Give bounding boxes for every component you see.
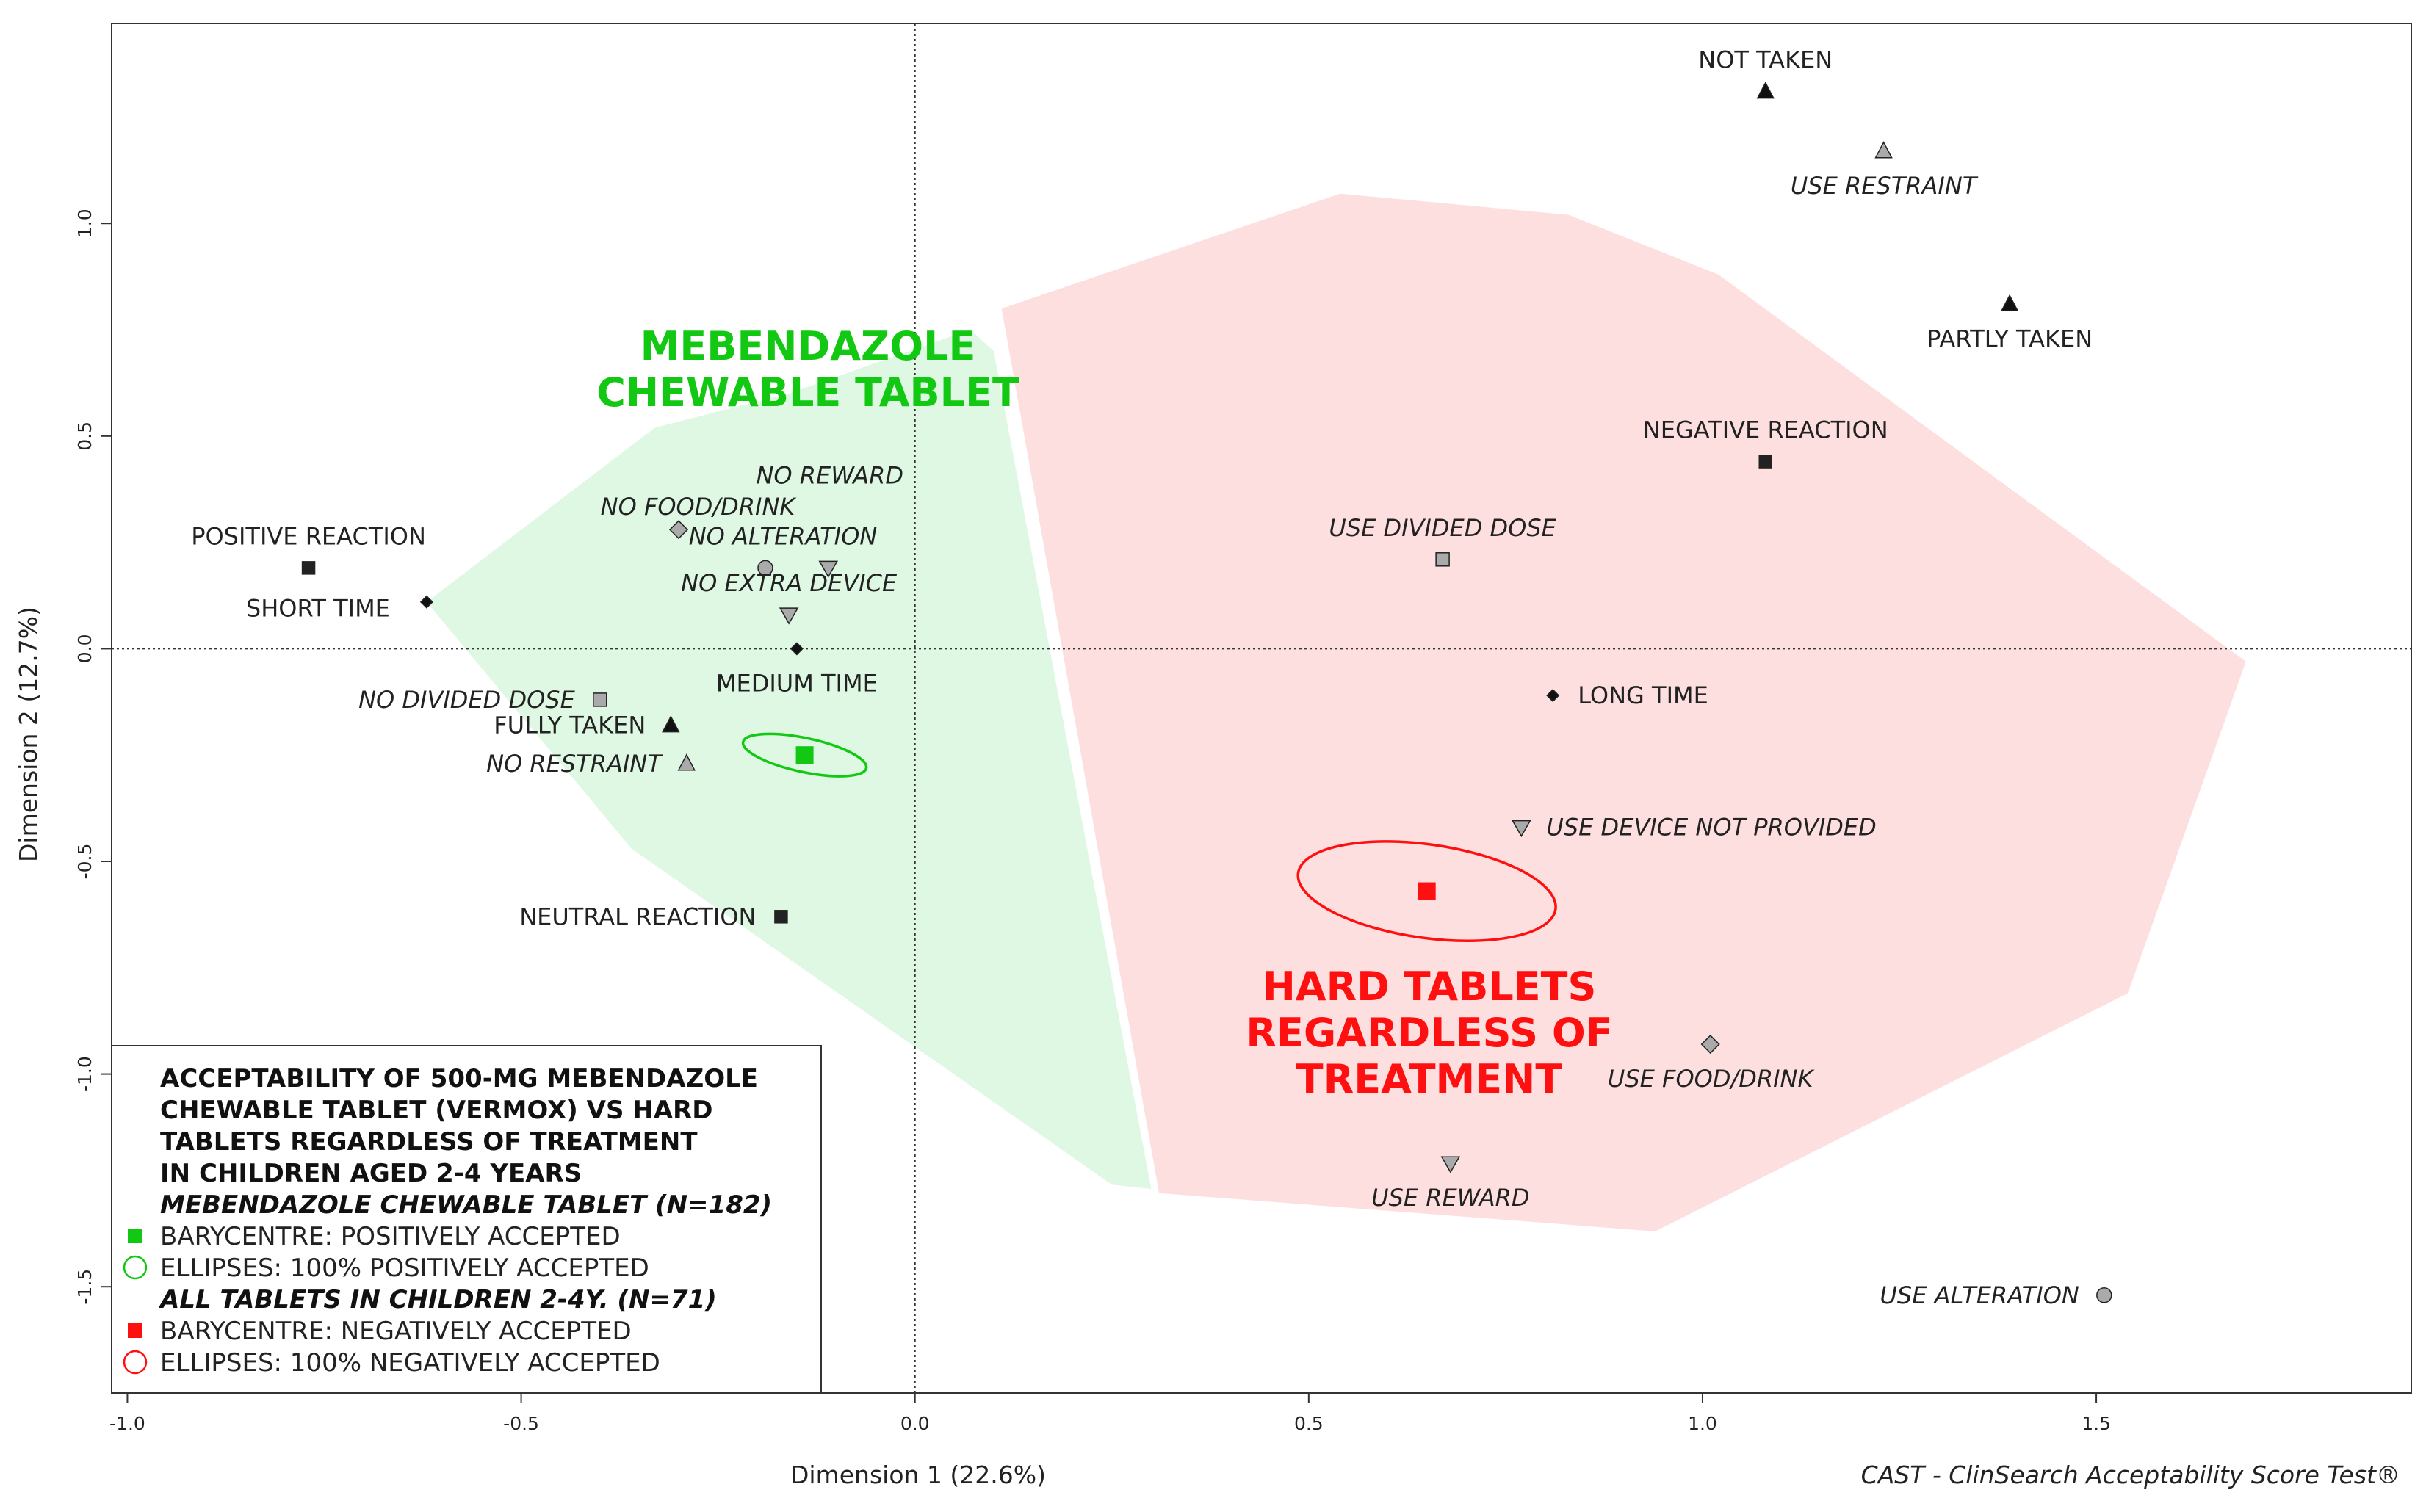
marker-long-time	[1546, 689, 1560, 703]
marker-negative-reaction	[1758, 455, 1772, 469]
legend: ACCEPTABILITY OF 500-MG MEBENDAZOLE CHEWA…	[111, 1045, 822, 1394]
regions-layer	[426, 193, 2246, 1231]
legend-group1-title: MEBENDAZOLE CHEWABLE TABLET (N=182)	[160, 1190, 772, 1220]
region-label-red-line: TREATMENT	[1296, 1056, 1563, 1102]
region-hull-red	[1001, 193, 2246, 1231]
label-use-device-not-provided: USE DEVICE NOT PROVIDED	[1546, 814, 1876, 842]
marker-use-alteration	[2096, 1287, 2112, 1303]
y-tick-label: 0.0	[74, 634, 95, 664]
label-no-reward: NO REWARD	[756, 461, 903, 489]
label-no-restraint: NO RESTRAINT	[486, 750, 663, 778]
label-long-time: LONG TIME	[1578, 681, 1708, 709]
marker-no-food-drink	[668, 520, 689, 540]
marker-short-time	[419, 595, 433, 609]
x-axis-title: Dimension 1 (22.6%)	[790, 1461, 1046, 1489]
label-medium-time: MEDIUM TIME	[716, 669, 878, 697]
marker-medium-time	[790, 642, 804, 656]
label-use-alteration: USE ALTERATION	[1880, 1281, 2079, 1309]
label-no-food-drink: NO FOOD/DRINK	[601, 493, 798, 521]
marker-use-reward	[1440, 1156, 1461, 1173]
label-use-food-drink: USE FOOD/DRINK	[1608, 1065, 1816, 1093]
ellipses-layer	[741, 732, 1557, 943]
marker-no-restraint	[677, 753, 696, 771]
legend-red-barycentre-label: BARYCENTRE: NEGATIVELY ACCEPTED	[160, 1317, 632, 1346]
x-tick-label: 1.5	[2082, 1413, 2111, 1434]
label-positive-reaction: POSITIVE REACTION	[191, 522, 426, 550]
ellipse-red	[1296, 840, 1557, 943]
marker-positive-reaction	[301, 561, 316, 575]
legend-group2-title: ALL TABLETS IN CHILDREN 2-4Y. (N=71)	[158, 1285, 717, 1314]
footer-credit: CAST - ClinSearch Acceptability Score Te…	[1861, 1461, 2400, 1489]
region-label-green-line: MEBENDAZOLE	[640, 323, 976, 369]
label-use-restraint: USE RESTRAINT	[1791, 172, 1979, 200]
y-tick-label: 0.5	[74, 422, 95, 451]
x-tick-label: 1.0	[1688, 1413, 1717, 1434]
legend-red-square-icon	[128, 1323, 142, 1338]
marker-no-alteration	[757, 560, 773, 576]
region-label-red-line: HARD TABLETS	[1263, 963, 1597, 1010]
legend-title-line: CHEWABLE TABLET (VERMOX) VS HARD	[160, 1096, 712, 1125]
label-neutral-reaction: NEUTRAL REACTION	[519, 903, 756, 930]
marker-no-extra-device	[779, 607, 799, 625]
axes-layer: -1.0 -0.5 0.0 0.5 1.0 1.5 -1.5 -1.0 -0.5 0.0 0.5 1.…	[74, 23, 2412, 1434]
marker-no-reward	[818, 560, 839, 578]
points-layer	[301, 82, 2112, 1303]
x-tick-label: 0.5	[1294, 1413, 1324, 1434]
legend-title-line: ACCEPTABILITY OF 500-MG MEBENDAZOLE	[160, 1064, 758, 1093]
label-fully-taken: FULLY TAKEN	[494, 712, 646, 739]
reference-lines	[112, 23, 2411, 1393]
barycentre-green	[795, 746, 814, 764]
y-tick-label: -0.5	[74, 844, 95, 880]
legend-red-ellipse-label: ELLIPSES: 100% NEGATIVELY ACCEPTED	[160, 1348, 660, 1378]
marker-use-food-drink	[1700, 1035, 1720, 1055]
legend-green-ellipse-label: ELLIPSES: 100% POSITIVELY ACCEPTED	[160, 1254, 649, 1283]
marker-no-divided-dose	[593, 692, 607, 707]
marker-neutral-reaction	[774, 910, 788, 924]
barycentre-red	[1418, 882, 1436, 900]
x-tick-label: 0.0	[900, 1413, 930, 1434]
region-label-red-line: REGARDLESS OF	[1246, 1010, 1612, 1056]
legend-title-line: TABLETS REGARDLESS OF TREATMENT	[160, 1127, 698, 1157]
marker-not-taken	[1756, 82, 1775, 99]
y-tick-label: 1.0	[74, 209, 95, 238]
label-use-divided-dose: USE DIVIDED DOSE	[1329, 514, 1556, 542]
legend-title-line: IN CHILDREN AGED 2-4 YEARS	[160, 1159, 582, 1188]
legend-box	[111, 1045, 822, 1394]
region-label-green-line: CHEWABLE TABLET	[596, 369, 1019, 416]
point-labels-layer: NOT TAKEN PARTLY TAKEN FULLY TAKEN USE REST…	[191, 46, 2093, 1309]
label-negative-reaction: NEGATIVE REACTION	[1643, 416, 1888, 444]
x-tick-label: -0.5	[503, 1413, 539, 1434]
marker-fully-taken	[662, 715, 680, 733]
label-no-alteration: NO ALTERATION	[689, 522, 878, 550]
label-not-taken: NOT TAKEN	[1698, 46, 1833, 74]
label-use-reward: USE REWARD	[1371, 1184, 1529, 1212]
y-tick-label: -1.5	[74, 1269, 95, 1305]
x-tick-label: -1.0	[109, 1413, 145, 1434]
y-axis-title: Dimension 2 (12.7%)	[14, 607, 43, 862]
ellipse-green	[741, 732, 868, 778]
legend-green-circle-icon	[123, 1255, 148, 1280]
legend-green-square-icon	[128, 1229, 142, 1243]
plot-frame	[111, 23, 2412, 1394]
label-short-time: SHORT TIME	[246, 595, 390, 623]
marker-use-restraint	[1874, 141, 1893, 159]
legend-green-barycentre-label: BARYCENTRE: POSITIVELY ACCEPTED	[160, 1222, 621, 1251]
y-tick-label: -1.0	[74, 1056, 95, 1092]
marker-use-divided-dose	[1435, 552, 1450, 567]
legend-red-circle-icon	[123, 1350, 148, 1375]
marker-partly-taken	[2000, 294, 2019, 312]
label-no-extra-device: NO EXTRA DEVICE	[681, 569, 898, 597]
marker-use-device-not-provided	[1512, 820, 1531, 838]
label-no-divided-dose: NO DIVIDED DOSE	[358, 686, 576, 714]
label-partly-taken: PARTLY TAKEN	[1927, 325, 2093, 352]
region-hull-green	[426, 330, 1152, 1189]
